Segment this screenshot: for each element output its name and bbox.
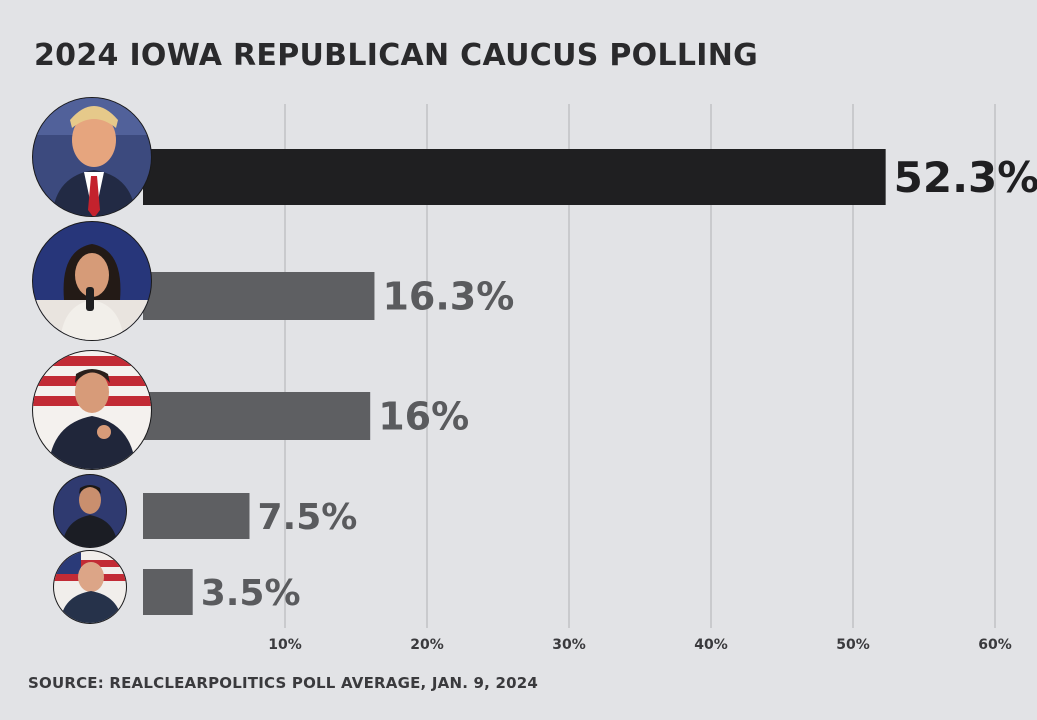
candidate-photos [32,97,152,624]
candidate-photo-2 [32,221,152,341]
x-tick-label: 10% [268,637,302,653]
bar-3 [143,392,371,440]
x-tick-label: 60% [978,637,1012,653]
value-label-5: 3.5% [201,573,301,614]
value-label-2: 16.3% [382,275,514,319]
x-tick-label: 30% [552,637,586,653]
candidate-photo-4 [53,474,127,548]
value-label-1: 52.3% [894,153,1037,202]
bar-2 [143,272,375,320]
value-labels: 52.3% 16.3% 16% 7.5% 3.5% [201,153,1037,614]
x-axis-ticks: 10% 20% 30% 40% 50% 60% [268,637,1012,653]
bar-4 [143,493,250,539]
x-tick-label: 20% [410,637,444,653]
bar-5 [143,569,193,615]
value-label-4: 7.5% [258,497,358,538]
bar-1 [143,149,886,205]
candidate-photo-1 [32,97,152,217]
candidate-photo-5 [53,550,127,624]
candidate-photo-3 [32,350,152,470]
x-tick-label: 50% [836,637,870,653]
source-note: SOURCE: REALCLEARPOLITICS POLL AVERAGE, … [28,674,539,692]
bars [143,149,886,615]
value-label-3: 16% [378,395,469,439]
chart-title: 2024 IOWA REPUBLICAN CAUCUS POLLING [34,38,759,73]
x-tick-label: 40% [694,637,728,653]
